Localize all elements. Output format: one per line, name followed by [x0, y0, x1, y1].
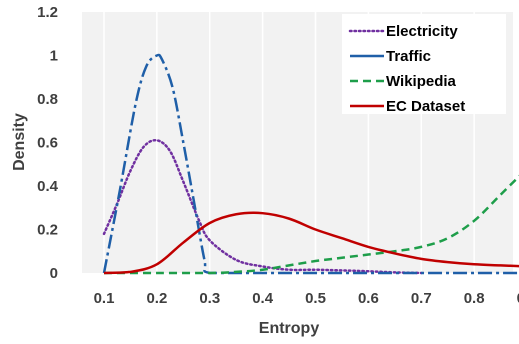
x-tick-label: 0.9 [517, 290, 519, 307]
series-line-wikipedia [104, 174, 519, 275]
legend: Electricity Traffic Wikipedia EC Dataset [342, 14, 506, 115]
x-tick-label: 0.5 [305, 290, 326, 307]
y-tick-label: 0.6 [37, 135, 58, 152]
y-axis-label: Density [11, 113, 28, 171]
y-tick-label: 1 [50, 48, 58, 65]
y-tick-label: 0.2 [37, 222, 58, 239]
x-tick-label: 0.4 [252, 290, 274, 307]
x-tick-label: 0.2 [146, 290, 167, 307]
y-tick-label: 0.8 [37, 91, 58, 108]
y-tick-label: 0.4 [37, 178, 59, 195]
x-tick-label: 0.7 [411, 290, 432, 307]
series-line-ec-dataset [103, 211, 519, 275]
x-tick-label: 0.1 [94, 290, 115, 307]
legend-label: Traffic [386, 48, 431, 65]
series-line-traffic [102, 53, 519, 275]
x-tick-label: 0.8 [464, 290, 485, 307]
legend-label: EC Dataset [386, 98, 465, 115]
y-tick-label: 0 [50, 265, 58, 282]
y-tick-label: 1.2 [37, 4, 58, 21]
series-line-electricity [102, 138, 423, 275]
series-layer [102, 53, 519, 275]
x-tick-label: 0.6 [358, 290, 379, 307]
y-tick-labels: 0 0.2 0.4 0.6 0.8 1 1.2 [37, 4, 59, 282]
x-axis-label: Entropy [259, 320, 320, 337]
legend-label: Wikipedia [386, 73, 457, 90]
legend-label: Electricity [386, 23, 458, 40]
x-tick-labels: 0.1 0.2 0.3 0.4 0.5 0.6 0.7 0.8 0.9 [94, 290, 519, 307]
x-tick-label: 0.3 [199, 290, 220, 307]
